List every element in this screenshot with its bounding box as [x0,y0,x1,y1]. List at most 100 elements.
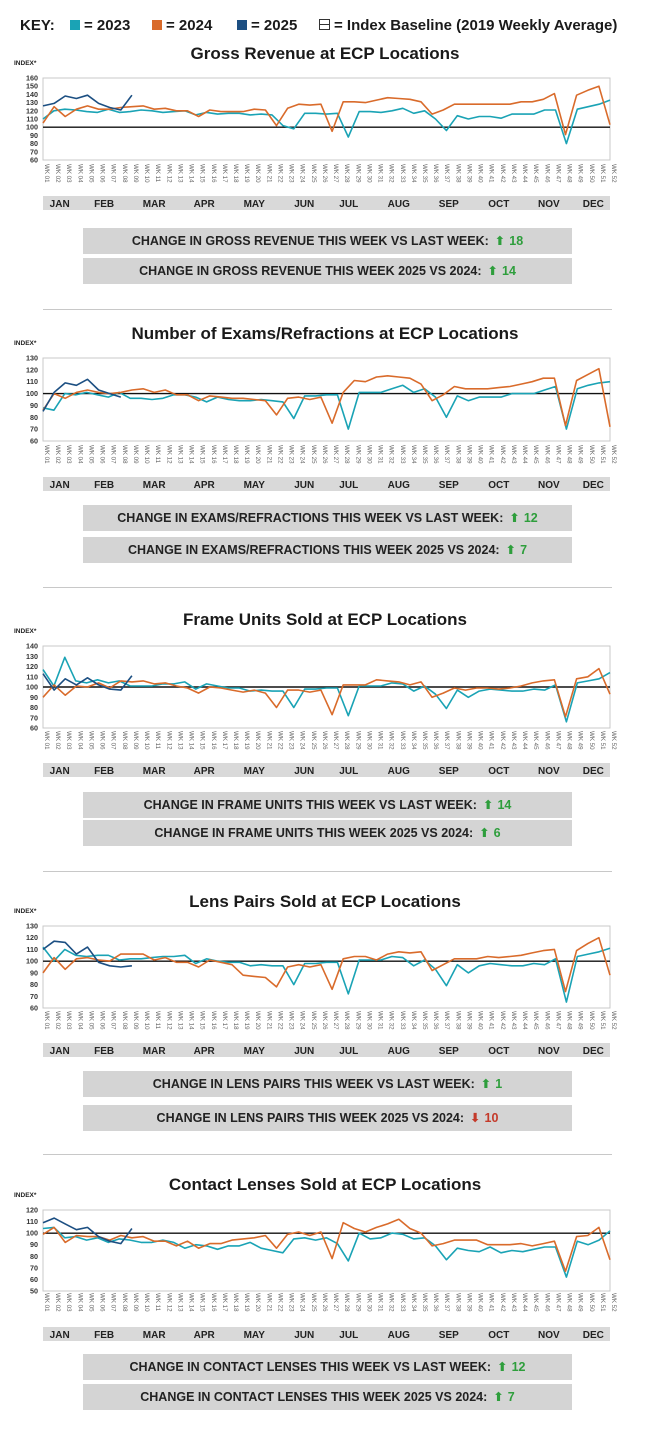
x-tick-label: WK 32 [388,445,395,464]
x-tick-label: WK 40 [477,1011,484,1030]
x-tick-label: WK 40 [477,445,484,464]
x-tick-label: WK 28 [343,1293,350,1312]
stat-label: CHANGE IN GROSS REVENUE THIS WEEK VS LAS… [131,234,489,248]
month-label: DEC [583,766,604,777]
x-tick-label: WK 34 [410,1293,417,1312]
chart-exams: 60 70 80 90 100 110 120 130 WK 01 WK 02 WK 03 WK 04… [26,354,617,491]
y-tick-label: 90 [30,1240,38,1249]
x-tick-label: WK 47 [554,1011,561,1030]
month-label: MAY [244,199,266,210]
x-tick-label: WK 35 [421,1293,428,1312]
x-tick-label: WK 19 [243,1293,250,1312]
y-tick-label: 60 [30,1004,38,1013]
arrow-up-icon: ⬆ [493,1390,504,1404]
x-tick-label: WK 19 [243,731,250,750]
month-label: SEP [439,199,459,210]
x-tick-label: WK 21 [265,731,272,750]
x-tick-label: WK 25 [310,445,317,464]
month-label: NOV [538,1330,560,1341]
x-tick-label: WK 21 [265,164,272,183]
x-tick-label: WK 13 [176,731,183,750]
x-tick-label: WK 41 [488,731,495,750]
x-tick-label: WK 36 [432,1011,439,1030]
x-tick-label: WK 39 [465,731,472,750]
series-line-2024 [42,936,611,993]
x-tick-label: WK 47 [554,731,561,750]
x-tick-label: WK 38 [454,164,461,183]
x-tick-label: WK 33 [399,164,406,183]
month-label: OCT [488,480,509,491]
x-tick-label: WK 18 [232,731,239,750]
series-line-2023 [42,1226,611,1278]
x-tick-label: WK 14 [188,164,195,183]
legend-swatch-2023 [70,20,80,30]
month-label: AUG [388,766,410,777]
x-tick-label: WK 26 [321,445,328,464]
y-tick-label: 90 [30,968,38,977]
stat-box: CHANGE IN GROSS REVENUE THIS WEEK 2025 V… [83,258,572,284]
x-tick-label: WK 02 [54,731,61,750]
x-tick-label: WK 11 [154,1293,161,1312]
x-tick-label: WK 13 [176,1011,183,1030]
x-tick-label: WK 08 [121,731,128,750]
arrow-up-icon: ⬆ [480,1077,492,1091]
x-tick-label: WK 44 [521,445,528,464]
x-tick-label: WK 25 [310,731,317,750]
stat-label: CHANGE IN LENS PAIRS THIS WEEK 2025 VS 2… [156,1111,465,1125]
month-label: JUL [339,199,358,210]
x-tick-label: WK 50 [588,1293,595,1312]
x-tick-label: WK 47 [554,1293,561,1312]
x-tick-label: WK 26 [321,731,328,750]
x-tick-label: WK 07 [110,1011,117,1030]
x-tick-label: WK 09 [132,731,139,750]
x-tick-label: WK 17 [221,731,228,750]
stat-box: CHANGE IN CONTACT LENSES THIS WEEK VS LA… [83,1354,572,1380]
month-label: NOV [538,1046,560,1057]
x-tick-label: WK 42 [499,731,506,750]
x-tick-label: WK 03 [65,164,72,183]
y-tick-label: 120 [26,933,38,942]
x-tick-label: WK 28 [343,445,350,464]
x-tick-label: WK 33 [399,1011,406,1030]
x-tick-label: WK 36 [432,164,439,183]
month-label: APR [194,766,216,777]
month-label: SEP [439,1330,459,1341]
month-label: JAN [50,199,70,210]
y-axis-label: INDEX* [14,60,37,67]
y-tick-label: 130 [26,922,38,931]
x-tick-label: WK 40 [477,731,484,750]
x-tick-label: WK 18 [232,445,239,464]
y-tick-label: 70 [30,1263,38,1272]
month-label: AUG [388,199,410,210]
x-tick-label: WK 11 [154,731,161,750]
x-tick-label: WK 50 [588,445,595,464]
month-label: JUN [294,199,314,210]
x-tick-label: WK 23 [288,731,295,750]
x-tick-label: WK 36 [432,445,439,464]
month-label: OCT [488,1330,509,1341]
section-divider [43,871,612,872]
month-label: APR [194,1046,216,1057]
x-tick-label: WK 01 [43,1011,50,1030]
y-tick-label: 140 [26,642,38,651]
x-tick-label: WK 16 [210,1011,217,1030]
x-tick-label: WK 27 [332,1293,339,1312]
x-tick-label: WK 22 [276,164,283,183]
month-label: AUG [388,480,410,491]
y-tick-label: 70 [30,713,38,722]
stat-label: CHANGE IN CONTACT LENSES THIS WEEK 2025 … [140,1390,488,1404]
arrow-up-icon: ⬆ [497,1360,508,1374]
series-line-2025 [42,378,122,412]
x-tick-label: WK 15 [199,1011,206,1030]
x-tick-label: WK 06 [99,164,106,183]
arrow-up-icon: ⬆ [494,234,506,248]
x-tick-label: WK 46 [543,1293,550,1312]
y-tick-label: 130 [26,354,38,363]
month-label: OCT [488,1046,509,1057]
x-tick-label: WK 43 [510,1293,517,1312]
x-tick-label: WK 02 [54,445,61,464]
x-tick-label: WK 30 [365,445,372,464]
x-tick-label: WK 42 [499,445,506,464]
x-tick-label: WK 23 [288,1293,295,1312]
